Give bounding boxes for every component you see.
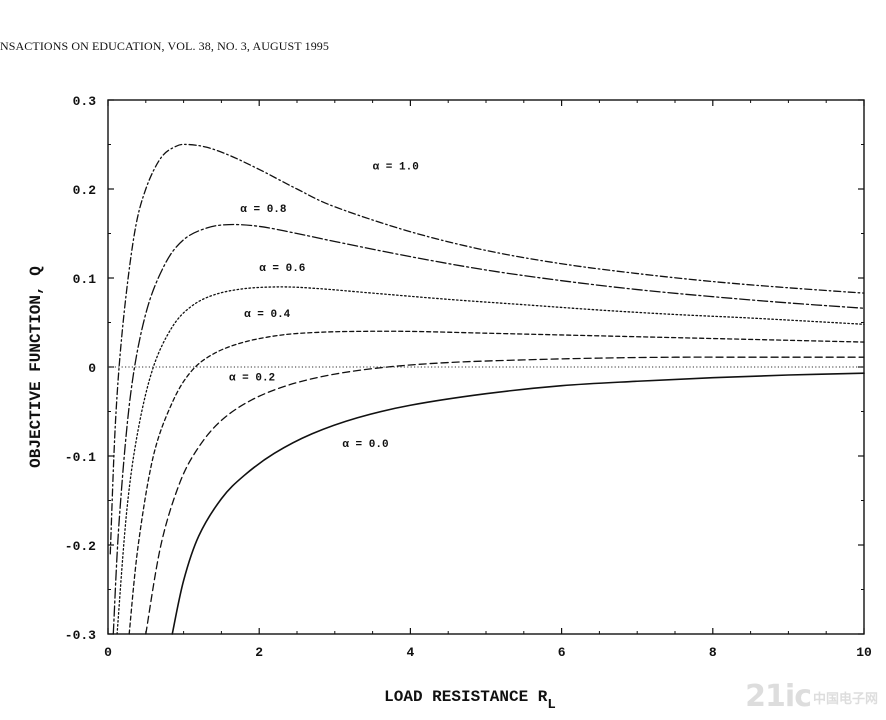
y-tick-label: -0.3 [65,628,96,643]
curve-annotation: α = 0.8 [240,204,287,216]
curve-annotation: α = 0.0 [342,439,388,451]
x-tick-label: 8 [709,645,717,660]
x-tick-label: 2 [255,645,263,660]
y-axis-label: OBJECTIVE FUNCTION, Q [27,266,45,468]
curve-annotation: α = 0.4 [244,309,291,321]
y-tick-label: 0.2 [73,183,97,198]
watermark-main: 21ic [745,679,812,714]
x-axis-label: LOAD RESISTANCE RL [384,688,556,713]
series-line-0-4 [128,330,865,635]
curve-annotation: α = 0.6 [259,263,305,275]
axes-layer: 0 2 4 6 8 10 -0.3 -0.2 -0.1 0 0.1 0.2 0.3 [65,94,872,660]
y-tick-label: -0.1 [65,450,96,465]
curve-annotation: α = 0.2 [229,372,275,384]
x-axis-label-subscript: L [547,697,555,713]
axis-label-layer: LOAD RESISTANCE RL OBJECTIVE FUNCTION, Q [27,266,556,713]
series-layer [109,143,865,635]
series-line-0-2 [145,356,865,635]
series-line-1-0 [109,143,865,555]
x-tick-label: 0 [104,645,112,660]
y-tick-label: 0.1 [73,272,97,287]
curve-annotation: α = 1.0 [373,161,419,173]
watermark-logo: 21ic 中国电子网 [745,679,878,714]
y-tick-label: 0 [88,361,96,376]
series-line-0-8 [112,223,865,635]
x-tick-label: 6 [558,645,566,660]
y-tick-label: 0.3 [73,94,97,109]
annotation-layer: α = 1.0 α = 0.8 α = 0.6 α = 0.4 α = 0.2 α = 0… [229,161,419,451]
journal-header: NSACTIONS ON EDUCATION, VOL. 38, NO. 3, … [0,39,329,53]
series-line-0-0 [171,372,865,635]
watermark-sub: 中国电子网 [812,692,878,707]
y-tick-label: -0.2 [65,539,96,554]
series-line-0-6 [116,286,865,635]
x-tick-label: 4 [406,645,414,660]
x-tick-label: 10 [856,645,872,660]
